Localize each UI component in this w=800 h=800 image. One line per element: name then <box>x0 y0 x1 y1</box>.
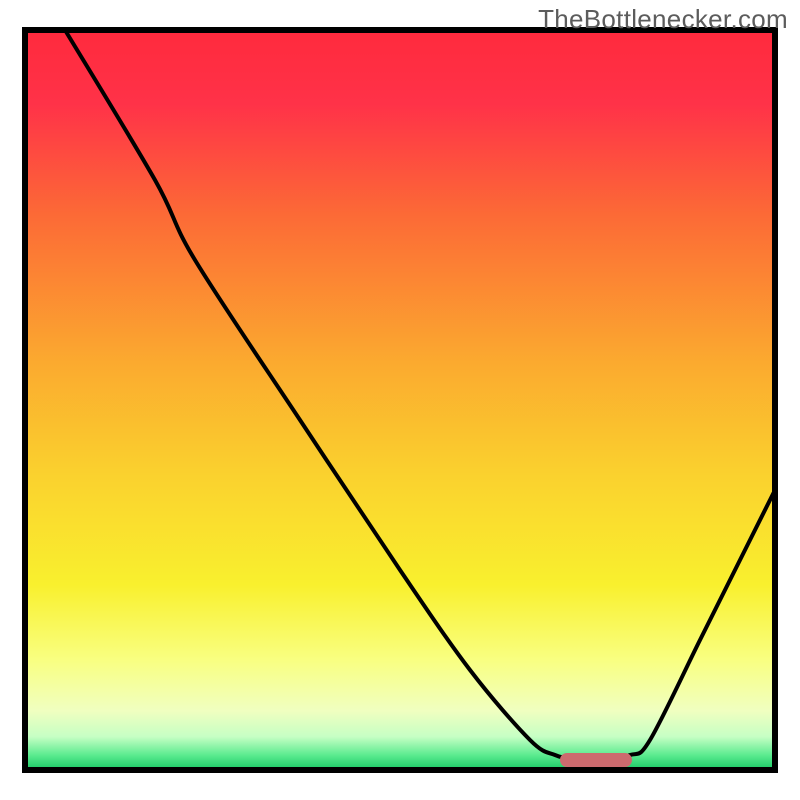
chart-svg <box>0 0 800 800</box>
bottleneck-chart: TheBottlenecker.com <box>0 0 800 800</box>
optimal-marker <box>560 753 632 767</box>
watermark-label: TheBottlenecker.com <box>538 4 788 35</box>
plot-area <box>25 30 775 770</box>
